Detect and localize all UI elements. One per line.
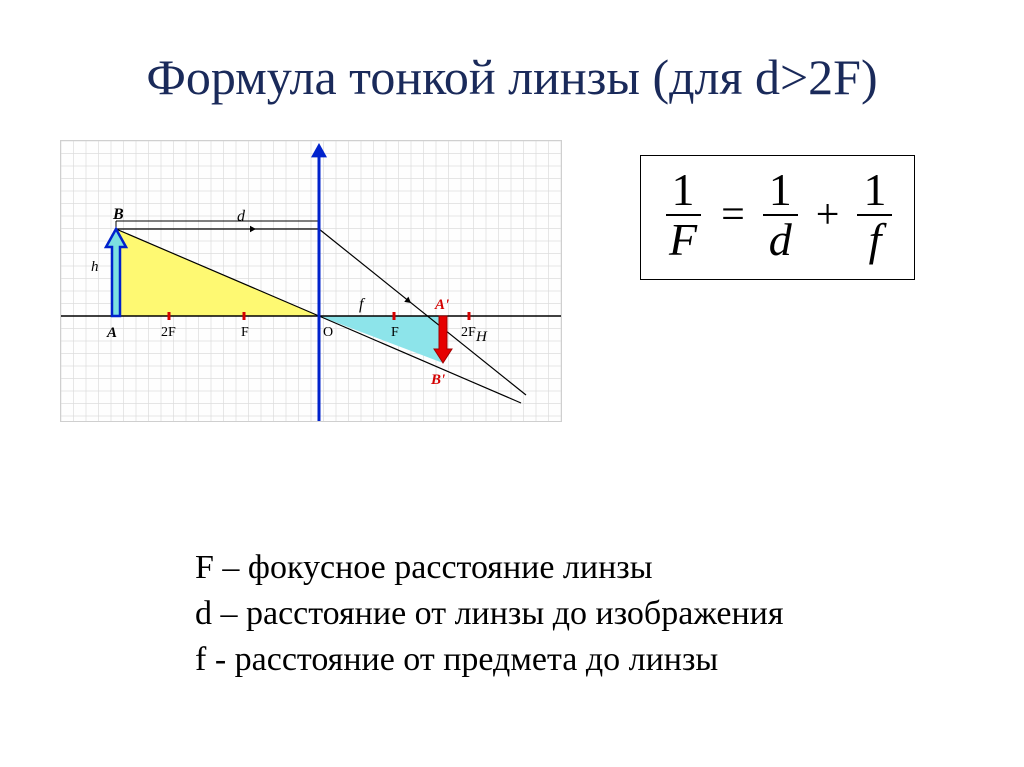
- equals-sign: =: [721, 191, 745, 239]
- svg-text:O: O: [323, 325, 333, 340]
- svg-text:B: B: [112, 206, 124, 223]
- frac1-den: F: [663, 216, 703, 264]
- fraction-2: 1 d: [763, 166, 798, 265]
- frac2-den: d: [763, 216, 798, 264]
- frac3-num: 1: [857, 166, 892, 216]
- legend-line-F: F – фокусное расстояние линзы: [195, 545, 783, 591]
- lens-diagram: B A 2F F O F 2F d f h H A' B': [60, 140, 562, 422]
- fraction-1: 1 F: [663, 166, 703, 265]
- svg-text:B': B': [430, 372, 445, 388]
- svg-text:F: F: [391, 325, 399, 340]
- frac2-den-sym: d: [769, 214, 792, 265]
- frac1-num: 1: [666, 166, 701, 216]
- plus-sign: +: [816, 191, 840, 239]
- legend-block: F – фокусное расстояние линзы d – рассто…: [195, 545, 783, 683]
- frac3-den-sym: f: [869, 214, 882, 265]
- svg-text:2F: 2F: [161, 325, 176, 340]
- svg-text:2F: 2F: [461, 325, 476, 340]
- svg-text:h: h: [91, 259, 99, 275]
- fraction-3: 1 f: [857, 166, 892, 265]
- frac1-den-sym: F: [669, 214, 697, 265]
- frac2-num: 1: [763, 166, 798, 216]
- lens-formula: 1 F = 1 d + 1 f: [663, 166, 892, 265]
- slide-title: Формула тонкой линзы (для d>2F): [0, 48, 1024, 106]
- lens-formula-box: 1 F = 1 d + 1 f: [640, 155, 915, 280]
- svg-text:A': A': [434, 297, 449, 313]
- svg-text:d: d: [237, 208, 246, 225]
- svg-text:H: H: [475, 329, 488, 345]
- svg-text:f: f: [359, 296, 366, 313]
- svg-text:F: F: [241, 325, 249, 340]
- frac3-den: f: [863, 216, 888, 264]
- svg-text:A: A: [106, 325, 117, 341]
- legend-line-d: d – расстояние от линзы до изображения: [195, 591, 783, 637]
- legend-line-f: f - расстояние от предмета до линзы: [195, 637, 783, 683]
